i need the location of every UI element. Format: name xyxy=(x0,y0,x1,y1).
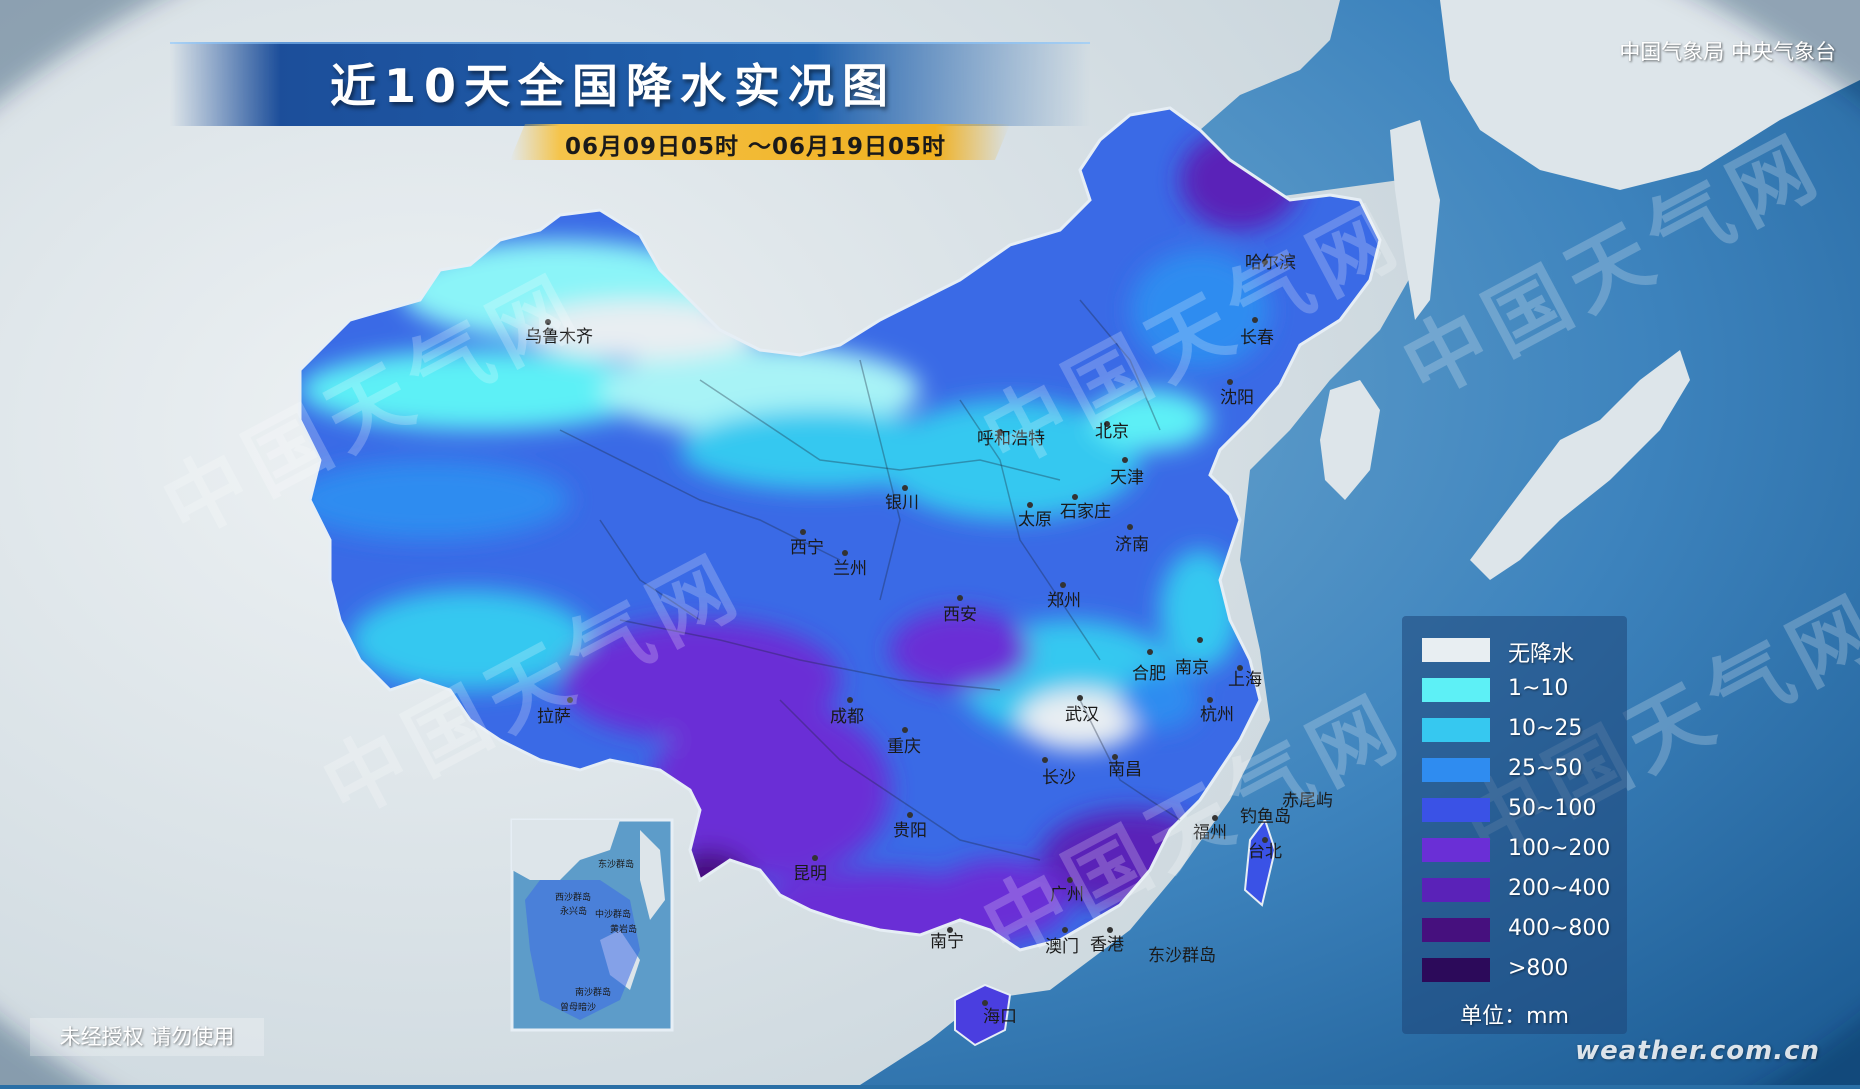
city-labels: 乌鲁木齐 哈尔滨 长春 沈阳 呼和浩特 北京 天津 银川 太原 石家庄 济南 西… xyxy=(525,253,1333,1027)
legend-item: 50~100 xyxy=(1422,794,1622,826)
hainan xyxy=(954,983,1012,1047)
city-guangzhou: 广州 xyxy=(1050,885,1084,905)
sakhalin xyxy=(1390,120,1440,320)
label-dongsha: 东沙群岛 xyxy=(1148,946,1216,966)
legend-label: 50~100 xyxy=(1508,796,1597,821)
city-nanchang: 南昌 xyxy=(1108,760,1142,780)
legend-swatch xyxy=(1422,638,1490,662)
city-hongkong: 香港 xyxy=(1090,935,1124,955)
south-china-sea-inset: 东沙群岛 西沙群岛 中沙群岛 南沙群岛 黄岩岛 永兴岛 曾母暗沙 xyxy=(510,818,674,1032)
city-jinan: 济南 xyxy=(1115,535,1149,555)
inset-label-1: 东沙群岛 xyxy=(598,858,634,870)
legend-label: 10~25 xyxy=(1508,716,1583,741)
city-shenyang: 沈阳 xyxy=(1220,388,1254,408)
city-dots xyxy=(545,259,1268,1006)
legend-item: 1~10 xyxy=(1422,674,1622,706)
legend-swatch xyxy=(1422,758,1490,782)
legend-label: 100~200 xyxy=(1508,836,1611,861)
city-zhengzhou: 郑州 xyxy=(1047,591,1081,611)
city-taiyuan: 太原 xyxy=(1018,510,1052,530)
site-url: weather.com.cn xyxy=(1575,1036,1820,1066)
legend-label: 400~800 xyxy=(1508,916,1611,941)
city-shanghai: 上海 xyxy=(1228,670,1262,690)
city-chongqing: 重庆 xyxy=(887,737,921,757)
legend-swatch xyxy=(1422,798,1490,822)
city-hohhot: 呼和浩特 xyxy=(977,429,1045,449)
disclaimer: 未经授权 请勿使用 xyxy=(30,1018,264,1056)
city-guiyang: 贵阳 xyxy=(893,821,927,841)
legend-item: >800 xyxy=(1422,954,1622,986)
city-fuzhou: 福州 xyxy=(1193,823,1227,843)
legend: 无降水 1~10 10~25 25~50 50~100 100~200 200~… xyxy=(1402,616,1627,1034)
legend-label: 1~10 xyxy=(1508,676,1569,701)
label-diaoyu: 钓鱼岛 xyxy=(1240,807,1291,827)
city-hefei: 合肥 xyxy=(1132,664,1166,684)
legend-item: 100~200 xyxy=(1422,834,1622,866)
city-wuhan: 武汉 xyxy=(1065,705,1099,725)
city-haikou: 海口 xyxy=(983,1007,1017,1027)
legend-swatch xyxy=(1422,878,1490,902)
city-nanjing: 南京 xyxy=(1175,658,1209,678)
city-urumqi: 乌鲁木齐 xyxy=(525,327,593,347)
city-beijing: 北京 xyxy=(1095,422,1129,442)
city-kunming: 昆明 xyxy=(793,864,827,884)
page-title: 近10天全国降水实况图 xyxy=(330,59,897,113)
legend-item: 25~50 xyxy=(1422,754,1622,786)
legend-swatch xyxy=(1422,918,1490,942)
inset-label-2: 西沙群岛 xyxy=(555,891,591,903)
city-taipei: 台北 xyxy=(1248,842,1282,862)
city-xining: 西宁 xyxy=(790,538,824,558)
city-harbin: 哈尔滨 xyxy=(1245,253,1296,273)
city-hangzhou: 杭州 xyxy=(1200,705,1234,725)
city-nanning: 南宁 xyxy=(930,932,964,952)
title-banner xyxy=(170,42,1090,126)
inset-label-7: 曾母暗沙 xyxy=(560,1001,596,1013)
source-credit: 中国气象局 中央气象台 xyxy=(1619,40,1836,64)
city-shijiazhuang: 石家庄 xyxy=(1060,502,1111,522)
inset-label-3: 中沙群岛 xyxy=(595,908,631,920)
city-macau: 澳门 xyxy=(1045,937,1079,957)
city-lhasa: 拉萨 xyxy=(537,707,571,727)
legend-item: 无降水 xyxy=(1422,634,1622,667)
legend-item: 200~400 xyxy=(1422,874,1622,906)
japan xyxy=(1470,350,1690,580)
legend-label: 25~50 xyxy=(1508,756,1583,781)
legend-label: 200~400 xyxy=(1508,876,1611,901)
city-changsha: 长沙 xyxy=(1042,768,1076,788)
legend-item: 10~25 xyxy=(1422,714,1622,746)
china-border xyxy=(298,106,1382,952)
russia-far-east xyxy=(1440,0,1860,190)
date-range: 06月09日05时 ～06月19日05时 xyxy=(565,134,947,160)
province-borders xyxy=(559,299,1181,861)
date-bar xyxy=(510,124,1010,160)
legend-swatch xyxy=(1422,718,1490,742)
inset-label-6: 永兴岛 xyxy=(560,905,587,917)
city-lanzhou: 兰州 xyxy=(833,559,867,579)
inset-label-4: 南沙群岛 xyxy=(575,986,611,998)
legend-swatch xyxy=(1422,678,1490,702)
inset-label-5: 黄岩岛 xyxy=(610,923,637,935)
legend-label: >800 xyxy=(1508,956,1569,981)
city-changchun: 长春 xyxy=(1240,328,1274,348)
city-chengdu: 成都 xyxy=(830,707,864,727)
legend-swatch xyxy=(1422,838,1490,862)
legend-label: 无降水 xyxy=(1508,642,1575,667)
legend-swatch xyxy=(1422,958,1490,982)
korea xyxy=(1320,380,1380,500)
label-chiwei: 赤尾屿 xyxy=(1282,791,1333,811)
city-yinchuan: 银川 xyxy=(885,493,919,513)
legend-unit: 单位：mm xyxy=(1460,1004,1569,1029)
city-xian: 西安 xyxy=(943,605,977,625)
legend-item: 400~800 xyxy=(1422,914,1622,946)
city-tianjin: 天津 xyxy=(1110,468,1144,488)
